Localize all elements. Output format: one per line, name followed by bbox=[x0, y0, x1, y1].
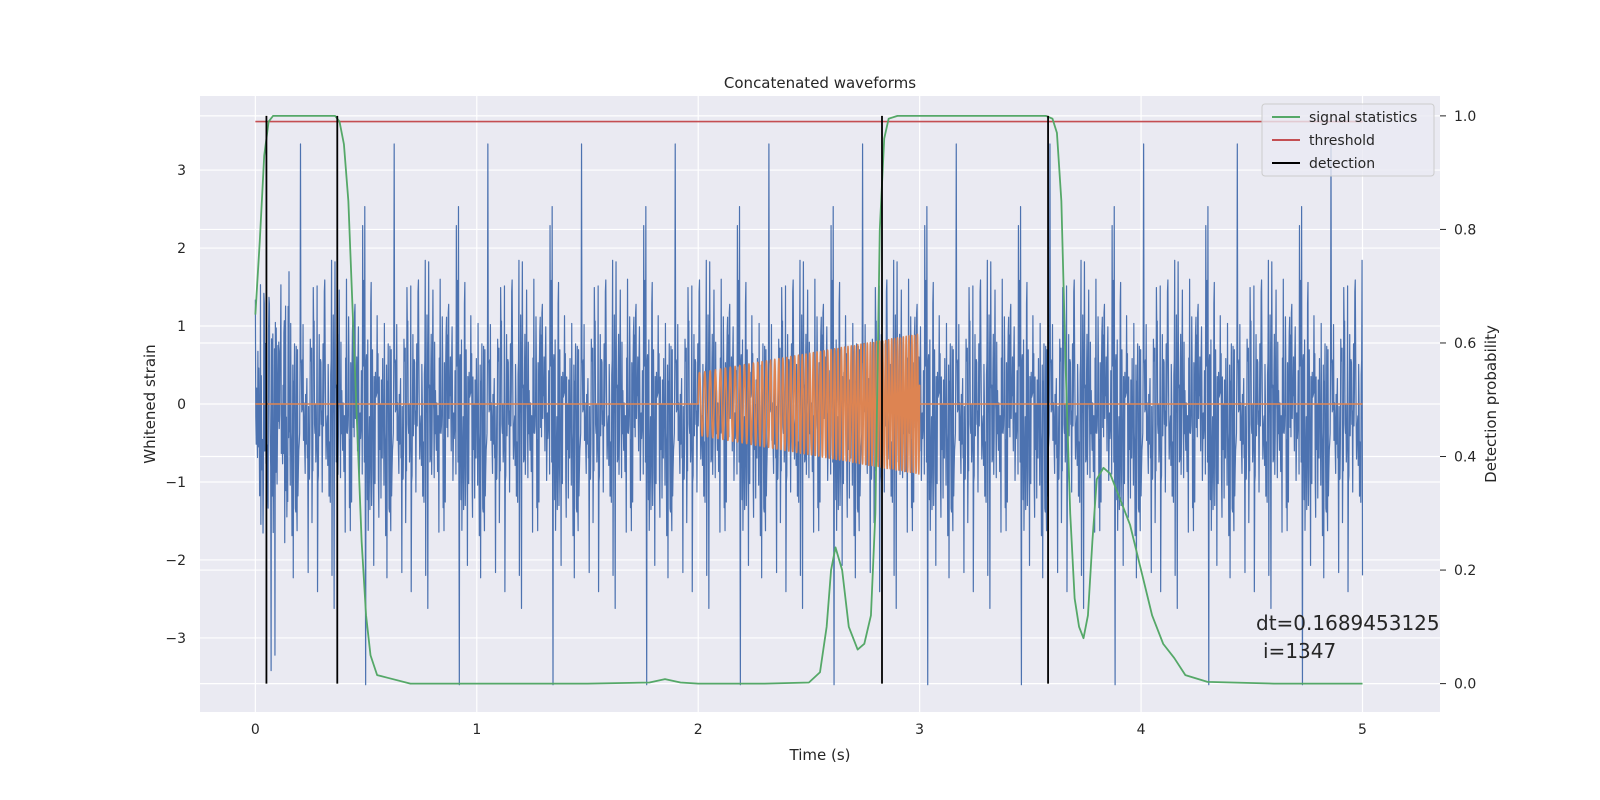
legend-box bbox=[1261, 103, 1435, 177]
noise-series bbox=[254, 143, 1364, 686]
y-tick-label: 0 bbox=[177, 397, 186, 413]
y-axis-left: −3 −2 −1 0 1 2 3 bbox=[165, 163, 186, 647]
annotation-i: i=1347 bbox=[1263, 639, 1336, 663]
plot-layer bbox=[254, 114, 1364, 686]
y2-axis-label: Detection probability bbox=[1482, 325, 1500, 483]
y-tick-label: 3 bbox=[177, 163, 186, 179]
y-tick-label: 2 bbox=[177, 241, 186, 257]
signal-statistics-series bbox=[254, 114, 1363, 685]
x-tick-label: 1 bbox=[472, 722, 481, 738]
injection-series bbox=[255, 333, 1363, 475]
legend-label-signal-statistics: signal statistics bbox=[1309, 110, 1417, 126]
signal-statistics-line bbox=[254, 114, 1363, 685]
x-tick-label: 5 bbox=[1358, 722, 1367, 738]
annotation-dt: dt=0.1689453125 bbox=[1256, 611, 1440, 635]
x-tick-label: 4 bbox=[1137, 722, 1146, 738]
y-tick-label: −1 bbox=[165, 475, 186, 491]
detection-series bbox=[265, 115, 1049, 684]
chart-title: Concatenated waveforms bbox=[724, 74, 916, 92]
y-axis-right: 0.0 0.2 0.4 0.6 0.8 1.0 bbox=[1440, 109, 1476, 693]
y2-tick-label: 0.6 bbox=[1454, 336, 1476, 352]
x-tick-label: 2 bbox=[694, 722, 703, 738]
y2-tick-label: 0.2 bbox=[1454, 563, 1476, 579]
y-tick-label: −3 bbox=[165, 631, 186, 647]
y-tick-label: −2 bbox=[165, 553, 186, 569]
y2-tick-label: 0.0 bbox=[1454, 677, 1476, 693]
x-tick-label: 0 bbox=[251, 722, 260, 738]
y2-tick-label: 1.0 bbox=[1454, 109, 1476, 125]
y-axis-label: Whitened strain bbox=[141, 344, 159, 463]
x-axis: 0 1 2 3 4 5 bbox=[251, 722, 1367, 738]
y2-tick-label: 0.4 bbox=[1454, 450, 1476, 466]
y2-tick-label: 0.8 bbox=[1454, 222, 1476, 238]
legend: signal statistics threshold detection bbox=[1261, 103, 1435, 177]
y-tick-label: 1 bbox=[177, 319, 186, 335]
legend-label-detection: detection bbox=[1309, 156, 1375, 172]
x-tick-label: 3 bbox=[915, 722, 924, 738]
legend-label-threshold: threshold bbox=[1309, 133, 1375, 149]
x-axis-label: Time (s) bbox=[789, 746, 851, 764]
